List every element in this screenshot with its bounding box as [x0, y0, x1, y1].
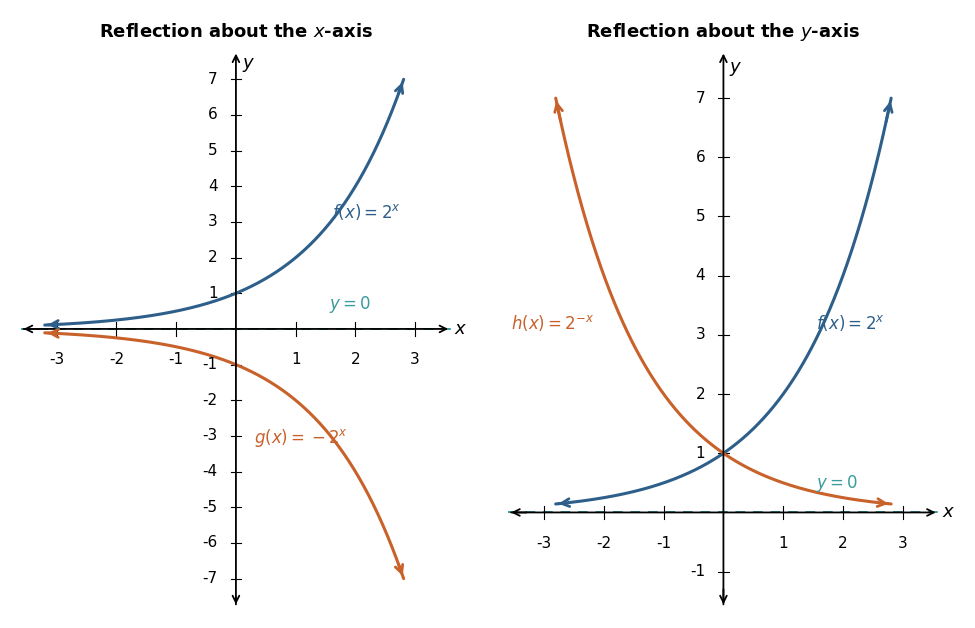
Text: -2: -2 [109, 352, 124, 367]
Text: $y = 0$: $y = 0$ [816, 473, 858, 494]
Text: 2: 2 [351, 352, 360, 367]
Text: 6: 6 [208, 107, 217, 122]
Text: $y = 0$: $y = 0$ [329, 295, 370, 315]
Text: -3: -3 [536, 536, 552, 551]
Title: Reflection about the $x$-axis: Reflection about the $x$-axis [98, 23, 372, 41]
Text: 2: 2 [838, 536, 847, 551]
Text: 5: 5 [209, 143, 217, 158]
Text: 1: 1 [778, 536, 788, 551]
Text: -3: -3 [49, 352, 64, 367]
Text: 1: 1 [209, 286, 217, 301]
Text: -2: -2 [597, 536, 611, 551]
Text: -6: -6 [203, 536, 217, 551]
Text: 7: 7 [696, 90, 705, 106]
Title: Reflection about the $y$-axis: Reflection about the $y$-axis [586, 21, 860, 43]
Text: 4: 4 [696, 268, 705, 283]
Text: 3: 3 [208, 214, 217, 229]
Text: -1: -1 [169, 352, 183, 367]
Text: 3: 3 [410, 352, 420, 367]
Text: -7: -7 [203, 571, 217, 586]
Text: $h(x) = 2^{-x}$: $h(x) = 2^{-x}$ [511, 313, 595, 333]
Text: $f(x) = 2^x$: $f(x) = 2^x$ [332, 202, 401, 222]
Text: -1: -1 [656, 536, 671, 551]
Text: -4: -4 [203, 464, 217, 479]
Text: -5: -5 [203, 500, 217, 515]
Text: 4: 4 [209, 179, 217, 194]
Text: $x$: $x$ [942, 504, 955, 521]
Text: $y$: $y$ [729, 60, 743, 78]
Text: 3: 3 [695, 327, 705, 342]
Text: 2: 2 [696, 387, 705, 401]
Text: 3: 3 [898, 536, 908, 551]
Text: $f(x) = 2^x$: $f(x) = 2^x$ [816, 313, 885, 333]
Text: $y$: $y$ [242, 56, 255, 74]
Text: 5: 5 [696, 209, 705, 224]
Text: 6: 6 [695, 149, 705, 165]
Text: 2: 2 [209, 250, 217, 265]
Text: 1: 1 [291, 352, 300, 367]
Text: $g(x) = -2^x$: $g(x) = -2^x$ [254, 427, 348, 449]
Text: 7: 7 [209, 72, 217, 87]
Text: 1: 1 [696, 446, 705, 461]
Text: -1: -1 [203, 357, 217, 372]
Text: -2: -2 [203, 392, 217, 408]
Text: -1: -1 [690, 564, 705, 579]
Text: -3: -3 [203, 428, 217, 443]
Text: $x$: $x$ [454, 320, 467, 338]
